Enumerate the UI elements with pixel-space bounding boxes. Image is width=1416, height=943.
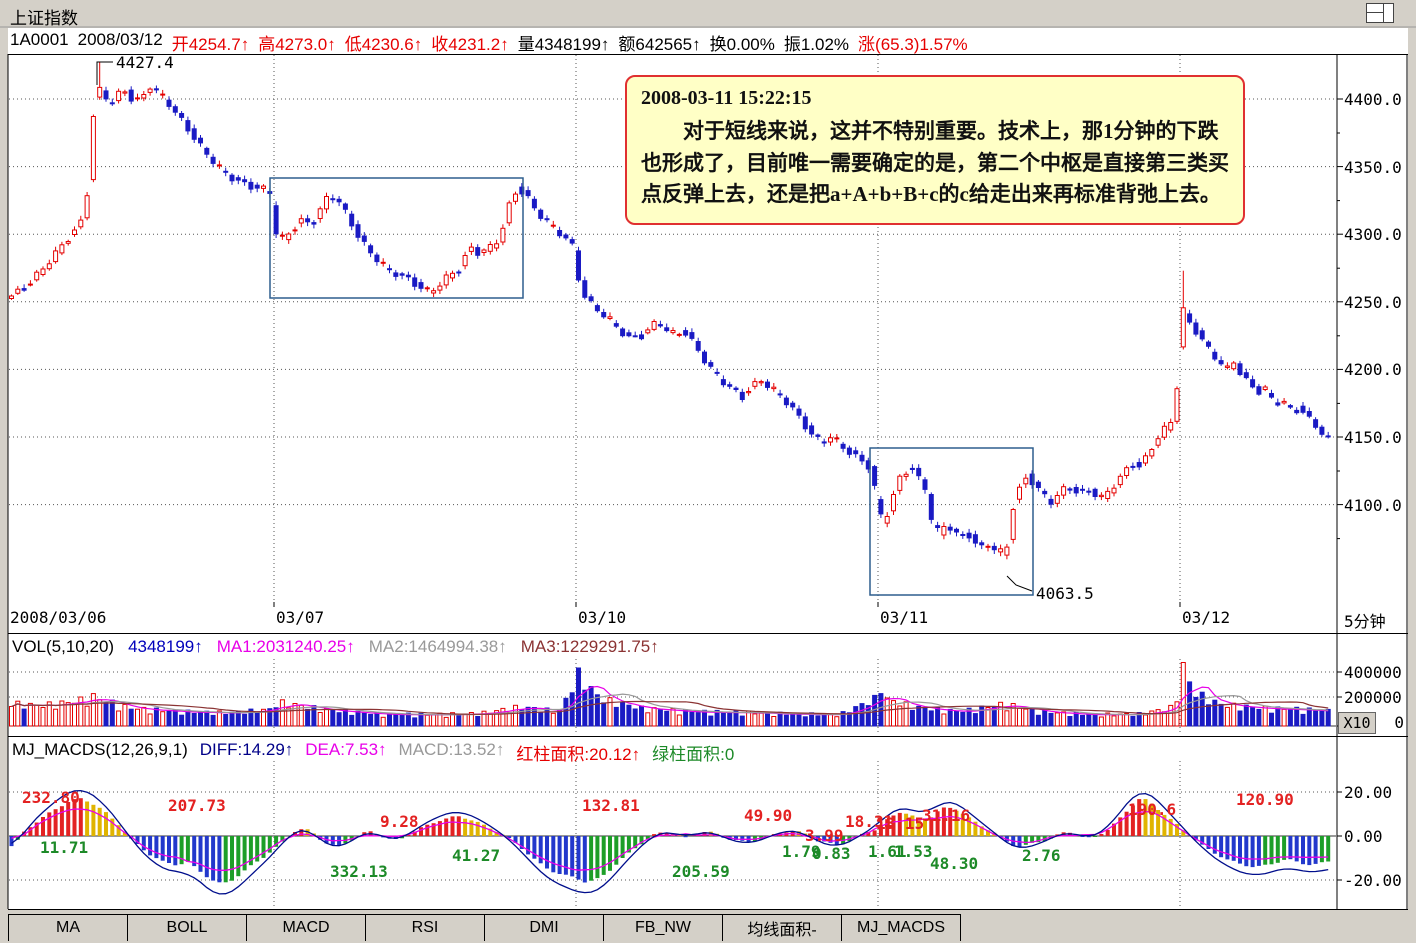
volume-multiplier-button[interactable]: X10 [1338,712,1376,734]
annotation-body: 对于短线来说，这并不特别重要。技术上，那1分钟的下跌也形成了，目前唯一需要确定的… [641,119,1229,206]
tab-mj-macds[interactable]: MJ_MACDS [842,915,961,941]
window-title: 上证指数 [10,9,78,28]
date-axis-pane [8,603,1408,634]
macd-pane [8,737,1408,910]
volume-zero-label: 0 [1394,713,1404,732]
tab-rsi[interactable]: RSI [366,915,485,941]
tab-ma[interactable]: MA [8,915,128,941]
tab-boll[interactable]: BOLL [128,915,247,941]
tab-fb-nw[interactable]: FB_NW [604,915,723,941]
info-bar-bg [8,28,1408,54]
annotation-datetime: 2008-03-11 15:22:15 [641,87,812,109]
annotation-tooltip: 2008-03-11 15:22:15 对于短线来说，这并不特别重要。技术上，那… [625,75,1245,225]
tab-macd[interactable]: MACD [247,915,366,941]
indicator-tab-bar: MA BOLL MACD RSI DMI FB_NW 均线面积- MJ_MACDS [8,914,961,941]
window-split-icon[interactable] [1366,3,1394,23]
volume-pane [8,634,1408,737]
tab-dmi[interactable]: DMI [485,915,604,941]
tab-均线面积-[interactable]: 均线面积- [723,915,842,941]
